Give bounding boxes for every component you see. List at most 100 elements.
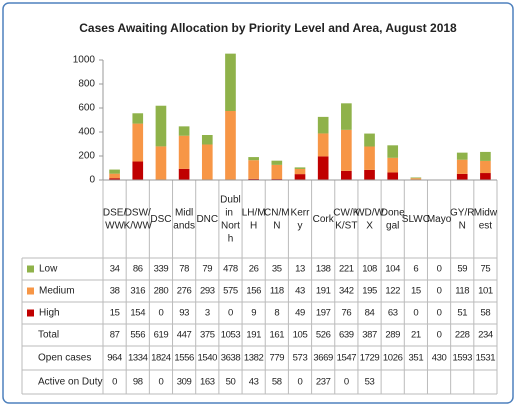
table-cell: 84 — [365, 308, 375, 319]
table-cell: 237 — [316, 377, 331, 388]
table-cell: 0 — [112, 377, 117, 388]
table-cell: 161 — [269, 330, 284, 341]
table-cell: 75 — [481, 264, 491, 275]
bar-segment — [132, 124, 143, 162]
table-cell: 38 — [110, 286, 120, 297]
table-cell: 387 — [362, 330, 377, 341]
y-tick-label: 200 — [78, 151, 95, 162]
table-cell: 342 — [339, 286, 354, 297]
table-cell: 78 — [179, 264, 189, 275]
bar-segment — [248, 160, 259, 179]
table-row-label: Active on Duty — [38, 377, 102, 388]
table-cell: 556 — [130, 330, 145, 341]
table-cell: 118 — [455, 286, 469, 297]
table-row-label: Low — [39, 264, 58, 275]
bar-segment — [202, 144, 213, 179]
table-cell: 0 — [437, 286, 442, 297]
table-cell: 0 — [228, 308, 233, 319]
table-row-label: Total — [38, 330, 59, 341]
bar-segment — [318, 156, 329, 180]
table-cell: 0 — [344, 377, 349, 388]
x-tick-label: Mayo — [427, 214, 452, 225]
bar-segment — [480, 152, 491, 161]
x-tick-label: DSC — [150, 214, 171, 225]
table-cell: 0 — [413, 308, 418, 319]
table-cell: 639 — [339, 330, 354, 341]
bar-segment — [156, 146, 167, 180]
table-cell: 58 — [481, 308, 491, 319]
bar-segment — [480, 161, 491, 173]
table-cell: 0 — [298, 377, 303, 388]
table-cell: 35 — [272, 264, 282, 275]
bar-segment — [411, 177, 422, 178]
bar-segment — [225, 111, 236, 180]
table-cell: 3 — [205, 308, 210, 319]
table-cell: 63 — [388, 308, 398, 319]
table-cell: 15 — [110, 308, 120, 319]
table-cell: 478 — [223, 264, 238, 275]
bar-segment — [364, 170, 375, 180]
table-cell: 13 — [295, 264, 305, 275]
table-cell: 93 — [179, 308, 189, 319]
table-cell: 98 — [133, 377, 143, 388]
table-cell: 0 — [437, 308, 442, 319]
table-cell: 964 — [107, 353, 122, 364]
x-tick-label: SLWC — [402, 214, 430, 225]
bar-segment — [179, 136, 190, 169]
table-cell: 154 — [130, 308, 145, 319]
table-cell: 50 — [226, 377, 236, 388]
x-tick-label: DNC — [196, 214, 218, 225]
legend-key — [27, 310, 34, 317]
table-cell: 104 — [385, 264, 400, 275]
table-cell: 1382 — [244, 353, 264, 364]
bar-segment — [295, 174, 306, 180]
bar-segment — [179, 169, 190, 180]
table-cell: 43 — [295, 286, 305, 297]
table-cell: 0 — [158, 308, 163, 319]
bar-segment — [271, 165, 282, 179]
table-cell: 575 — [223, 286, 238, 297]
table-cell: 573 — [293, 353, 308, 364]
y-tick-label: 0 — [89, 175, 95, 186]
legend-key — [27, 288, 34, 295]
legend-key — [27, 266, 34, 273]
table-cell: 289 — [385, 330, 400, 341]
y-tick-label: 800 — [78, 79, 95, 90]
bar-segment — [457, 153, 468, 160]
table-cell: 87 — [110, 330, 120, 341]
table-cell: 1531 — [476, 353, 496, 364]
table-cell: 1729 — [360, 353, 380, 364]
x-tick-label: Cork — [313, 214, 335, 225]
table-cell: 351 — [409, 353, 424, 364]
table-cell: 59 — [457, 264, 467, 275]
table-cell: 9 — [251, 308, 256, 319]
table-cell: 0 — [158, 377, 163, 388]
table-cell: 58 — [272, 377, 282, 388]
table-cell: 26 — [249, 264, 259, 275]
y-tick-label: 400 — [78, 127, 95, 138]
table-cell: 1053 — [221, 330, 241, 341]
table-cell: 21 — [411, 330, 421, 341]
table-cell: 3638 — [221, 353, 241, 364]
bar-segment — [225, 54, 236, 111]
bar-segment — [295, 169, 306, 174]
table-row-label: Medium — [39, 286, 75, 297]
bar-segment — [341, 130, 352, 171]
table-cell: 163 — [200, 377, 215, 388]
bar-segment — [202, 135, 213, 144]
table-cell: 619 — [154, 330, 169, 341]
table-cell: 6 — [413, 264, 418, 275]
table-cell: 49 — [295, 308, 305, 319]
table-cell: 191 — [316, 286, 331, 297]
table-cell: 339 — [154, 264, 169, 275]
table-cell: 1824 — [151, 353, 171, 364]
bar-segment — [179, 126, 190, 135]
table-cell: 79 — [202, 264, 212, 275]
bar-segment — [295, 167, 306, 169]
table-cell: 15 — [411, 286, 421, 297]
table-cell: 375 — [200, 330, 215, 341]
table-cell: 86 — [133, 264, 143, 275]
bar-segment — [364, 147, 375, 170]
bar-segment — [109, 170, 120, 174]
bar-segment — [341, 171, 352, 180]
